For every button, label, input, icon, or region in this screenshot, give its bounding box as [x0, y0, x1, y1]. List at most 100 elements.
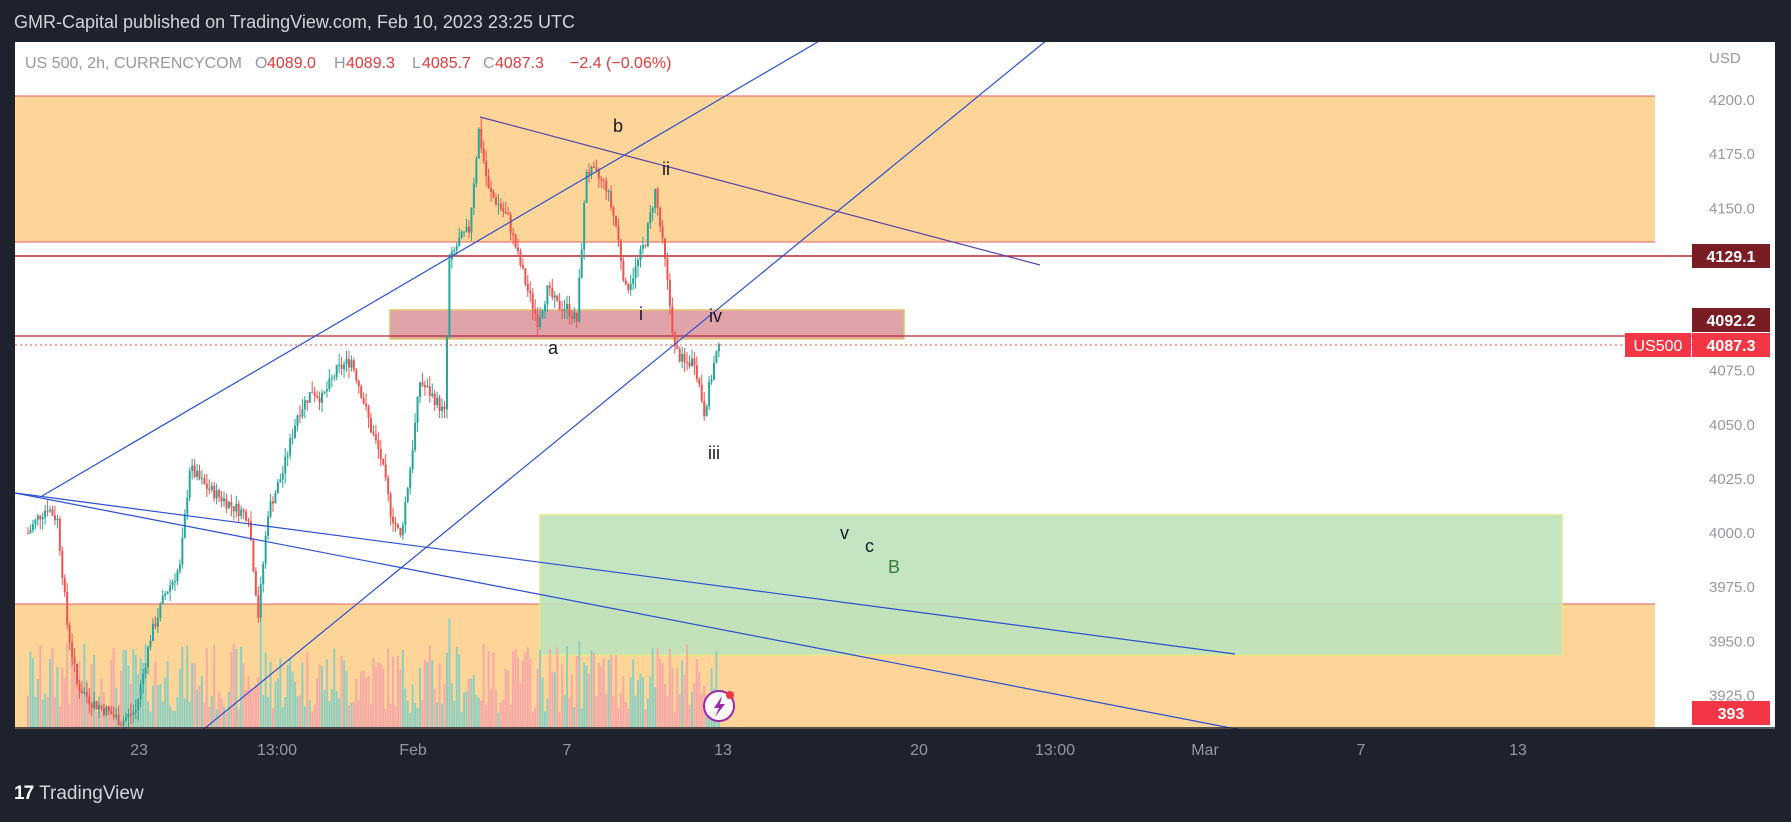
candle-body [551, 288, 554, 298]
candle-body [436, 397, 439, 405]
volume-bar [468, 678, 470, 728]
candle-body [419, 382, 421, 397]
candle-body [517, 247, 519, 252]
volume-bar [585, 665, 588, 728]
volume-bar [426, 661, 429, 728]
candle-body [401, 524, 404, 536]
volume-bar [235, 649, 238, 728]
volume-bar [634, 695, 637, 728]
candle-body [700, 384, 703, 402]
candle-body [127, 713, 130, 718]
candle-body [590, 166, 593, 174]
volume-bar [431, 660, 434, 728]
volume-bar [607, 659, 610, 728]
candle-body [531, 293, 534, 310]
volume-bar [245, 690, 248, 728]
volume-bar [406, 700, 409, 728]
candle-body [301, 409, 304, 417]
volume-bar [183, 698, 186, 728]
time-tick-label: 13:00 [1035, 742, 1075, 759]
volume-bar [267, 697, 270, 728]
price-axis[interactable]: 4200.0 4175.0 4150.0 4075.0 4050.0 4025.0 4000… [1709, 92, 1755, 704]
candle-body [502, 208, 505, 212]
volume-bar [595, 695, 598, 728]
candle-body [259, 584, 262, 618]
volume-bar [517, 657, 519, 728]
volume-bar [382, 668, 385, 728]
candle-body [453, 249, 456, 252]
volume-bar [321, 666, 323, 728]
candle-body [512, 232, 515, 235]
volume-bar [350, 702, 353, 728]
volume-bar [450, 683, 453, 728]
candle-body [717, 343, 720, 352]
volume-bar [200, 676, 203, 728]
volume-bar [374, 666, 377, 728]
volume-bar [553, 672, 556, 728]
candle-body [58, 518, 61, 551]
volume-bar [36, 678, 39, 728]
volume-bar [360, 671, 363, 728]
candle-body [585, 171, 588, 204]
candle-body [257, 595, 260, 618]
volume-bar [507, 670, 510, 728]
candle-body [578, 277, 581, 322]
publisher-header: GMR-Capital published on TradingView.com… [0, 0, 1791, 42]
lower-trendline-1 [14, 492, 1236, 655]
volume-bar [646, 698, 649, 728]
volume-bar [44, 693, 47, 728]
candle-body [44, 510, 47, 518]
time-axis[interactable]: 23 13:00 Feb 7 13 20 13:00 Mar 7 13 [130, 742, 1527, 759]
candle-body [149, 640, 152, 648]
candle-body [607, 191, 610, 193]
volume-bar [264, 652, 267, 728]
candle-body [242, 509, 245, 512]
time-tick-label: Mar [1191, 742, 1219, 759]
volume-bar [325, 659, 328, 728]
price-tick-label: 4200.0 [1709, 92, 1755, 109]
candle-body [666, 258, 669, 281]
candle-body [396, 524, 399, 528]
volume-bar [298, 695, 301, 728]
candle-body [627, 284, 630, 291]
candle-body [566, 303, 568, 310]
volume-bar [477, 698, 480, 728]
volume-bar [548, 649, 551, 728]
candle-body [705, 406, 708, 417]
volume-bar [193, 663, 196, 728]
candle-body [308, 392, 311, 403]
candle-body [95, 701, 98, 710]
candle-body [178, 564, 181, 572]
tradingview-logo[interactable]: 17 TradingView [14, 783, 144, 805]
candle-body [526, 283, 529, 291]
candle-body [311, 392, 314, 394]
candle-body [66, 592, 69, 625]
volume-bar [311, 711, 314, 728]
events-lightning-icon[interactable] [703, 690, 735, 722]
candle-body [703, 401, 706, 417]
volume-bar [151, 685, 154, 728]
legend-low: 4085.7 [422, 55, 471, 72]
candle-body [262, 563, 265, 585]
volume-bar [573, 707, 576, 728]
volume-bar [281, 707, 284, 728]
volume-bar [519, 683, 522, 728]
candle-body [570, 316, 573, 319]
price-chart[interactable]: 4200.0 4175.0 4150.0 4075.0 4050.0 4025.0 4000… [14, 39, 1775, 770]
volume-bar [191, 663, 194, 728]
candle-body [624, 280, 627, 285]
volume-bar [355, 678, 358, 728]
volume-bar [90, 664, 93, 728]
volume-bar [668, 648, 671, 728]
volume-bar [80, 687, 83, 728]
volume-bar [186, 645, 189, 728]
volume-bar [521, 660, 524, 728]
chart-panel[interactable]: 4200.0 4175.0 4150.0 4075.0 4050.0 4025.0 4000… [14, 39, 1775, 770]
legend-symbol[interactable]: US 500, 2h, CURRENCYCOM [25, 55, 242, 72]
candle-body [438, 397, 441, 412]
candle-body [509, 214, 512, 233]
candle-body [235, 503, 238, 512]
candle-body [695, 365, 698, 379]
volume-bar [416, 708, 419, 728]
volume-bar [289, 657, 292, 728]
